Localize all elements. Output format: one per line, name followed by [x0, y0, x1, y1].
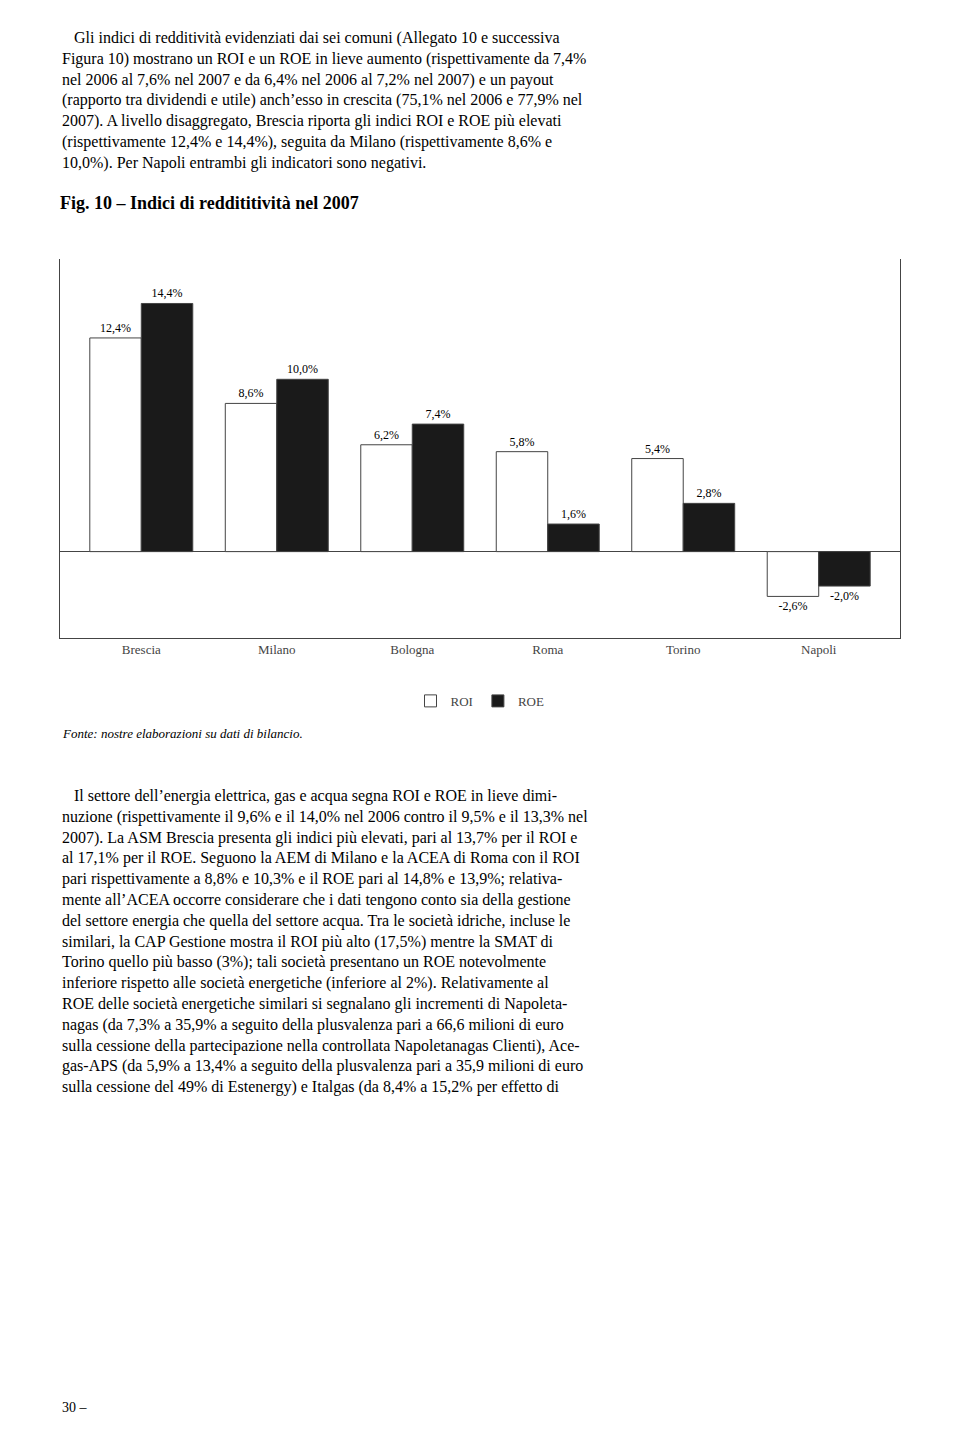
svg-text:5,8%: 5,8% — [510, 435, 535, 449]
svg-text:Napoli: Napoli — [801, 642, 837, 657]
svg-text:8,6%: 8,6% — [239, 386, 264, 400]
svg-text:Gli indici di redditività evid: Gli indici di redditività evidenziati da… — [62, 29, 586, 172]
svg-text:ROI: ROI — [451, 694, 473, 709]
svg-text:Fig. 10 – Indici di reddititiv: Fig. 10 – Indici di reddititività nel 20… — [60, 193, 359, 213]
svg-text:Fonte: nostre elaborazioni su: Fonte: nostre elaborazioni su dati di bi… — [62, 726, 303, 741]
svg-text:5,4%: 5,4% — [645, 442, 670, 456]
svg-text:Il settore dell’energia elettr: Il settore dell’energia elettrica, gas e… — [62, 787, 588, 1096]
svg-text:Bologna: Bologna — [390, 642, 434, 657]
svg-text:Torino: Torino — [666, 642, 700, 657]
svg-text:6,2%: 6,2% — [374, 428, 399, 442]
svg-text:1,6%: 1,6% — [561, 507, 586, 521]
svg-text:10,0%: 10,0% — [287, 362, 318, 376]
svg-text:-2,0%: -2,0% — [830, 589, 859, 603]
svg-text:Brescia: Brescia — [122, 642, 161, 657]
svg-text:Milano: Milano — [258, 642, 296, 657]
svg-text:Roma: Roma — [532, 642, 563, 657]
svg-text:7,4%: 7,4% — [426, 407, 451, 421]
svg-text:-2,6%: -2,6% — [778, 599, 807, 613]
svg-text:14,4%: 14,4% — [152, 286, 183, 300]
svg-text:30 –: 30 – — [62, 1400, 88, 1415]
svg-text:12,4%: 12,4% — [100, 321, 131, 335]
svg-text:2,8%: 2,8% — [696, 486, 721, 500]
svg-text:ROE: ROE — [518, 694, 544, 709]
